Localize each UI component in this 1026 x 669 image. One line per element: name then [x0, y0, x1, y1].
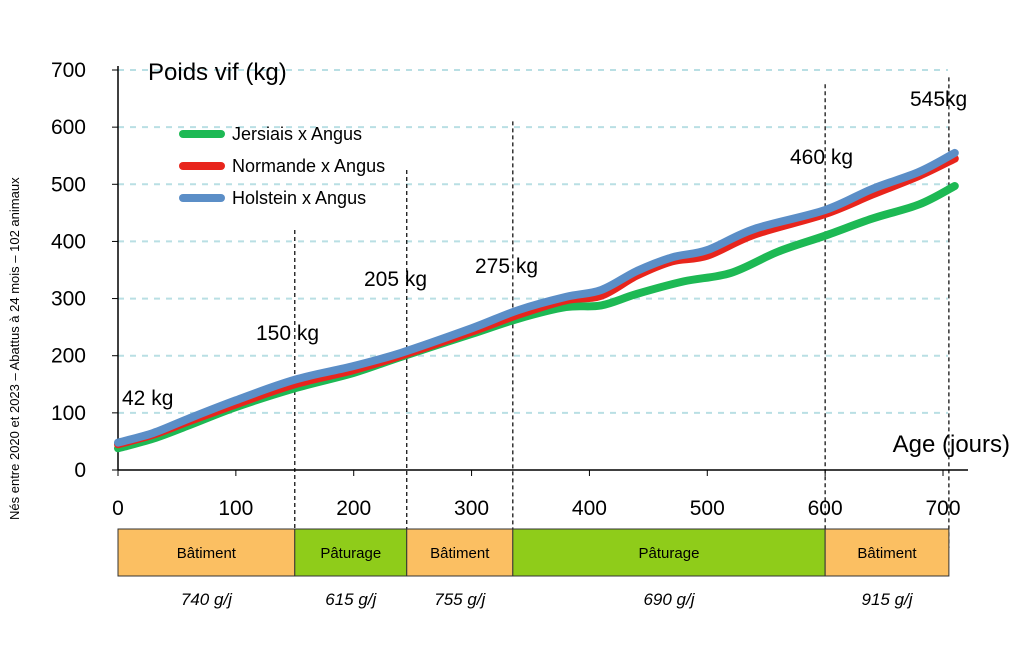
phase-box — [824, 528, 950, 577]
rate-label: 690 g/j — [643, 590, 695, 609]
legend-label: Normande x Angus — [232, 156, 385, 176]
marker-label: 205 kg — [364, 268, 427, 291]
marker-label: 150 kg — [256, 322, 319, 345]
rate-label: 915 g/j — [861, 590, 913, 609]
rate-labels: 740 g/j 615 g/j 755 g/j 690 g/j 915 g/j — [181, 590, 914, 609]
legend-label: Holstein x Angus — [232, 188, 366, 208]
x-tick-label: 200 — [336, 497, 371, 520]
y-tick-label: 500 — [51, 173, 86, 196]
y-tick-label: 300 — [51, 288, 86, 311]
marker-label: 42 kg — [122, 387, 173, 410]
x-axis-label: Age (jours) — [893, 431, 1010, 458]
phase-box — [117, 528, 296, 577]
legend-label: Jersiais x Angus — [232, 124, 362, 144]
marker-labels: 42 kg 150 kg 205 kg 275 kg 460 kg 545kg — [122, 88, 967, 410]
y-tick-label: 400 — [51, 230, 86, 253]
phase-label: Bâtiment — [430, 545, 490, 562]
y-tick-label: 200 — [51, 345, 86, 368]
axes — [112, 66, 968, 476]
phase-label: Pâturage — [320, 545, 381, 562]
phase-box — [294, 528, 408, 577]
legend: Jersiais x Angus Normande x Angus Holstein… — [179, 124, 385, 208]
y-axis-label: Poids vif (kg) — [148, 59, 287, 86]
x-tick-label: 600 — [808, 497, 843, 520]
phase-label: Pâturage — [639, 545, 700, 562]
y-tick-label: 100 — [51, 402, 86, 425]
marker-label: 275 kg — [475, 255, 538, 278]
x-tick-label: 0 — [112, 497, 124, 520]
marker-label: 460 kg — [790, 146, 853, 169]
rate-label: 740 g/j — [181, 590, 233, 609]
phase-label: Bâtiment — [857, 545, 917, 562]
series-line-1 — [114, 182, 959, 453]
side-note: Nés entre 2020 et 2023 – Abattus à 24 mo… — [7, 177, 22, 520]
phase-box — [512, 528, 826, 577]
y-tick-label: 700 — [51, 59, 86, 82]
phase-label: Bâtiment — [177, 545, 237, 562]
phase-bar: Bâtiment Pâturage Bâtiment Pâturage Bâtiment — [117, 528, 950, 577]
x-tick-label: 300 — [454, 497, 489, 520]
rate-label: 615 g/j — [325, 590, 377, 609]
phase-box — [406, 528, 514, 577]
series-lines — [114, 148, 959, 453]
series-line-3 — [114, 148, 959, 447]
grid-lines — [118, 69, 948, 414]
y-tick-label: 600 — [51, 116, 86, 139]
x-tick-labels: 0 100 200 300 400 500 600 700 — [112, 497, 960, 520]
marker-label: 545kg — [910, 88, 967, 111]
x-tick-label: 700 — [925, 497, 960, 520]
rate-label: 755 g/j — [434, 590, 486, 609]
y-tick-label: 0 — [74, 459, 86, 482]
x-tick-label: 400 — [572, 497, 607, 520]
y-tick-labels: 0 100 200 300 400 500 600 700 — [51, 59, 86, 482]
x-tick-label: 500 — [690, 497, 725, 520]
x-tick-label: 100 — [218, 497, 253, 520]
